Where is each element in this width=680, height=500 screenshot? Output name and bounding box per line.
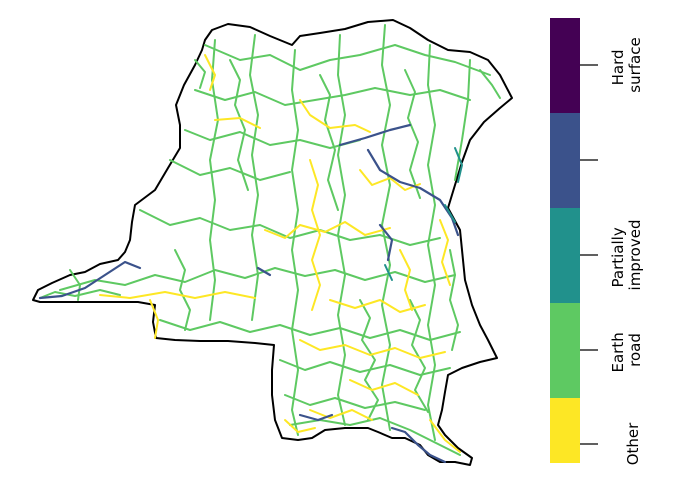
earth-road <box>359 299 379 421</box>
other-road <box>149 299 159 339</box>
earth-road <box>319 74 339 211</box>
earth-road <box>229 59 249 191</box>
partially-improved-road-layer <box>384 147 463 281</box>
country-border <box>32 19 513 466</box>
other-road <box>284 419 316 433</box>
other-road <box>99 291 256 299</box>
partially-improved-road <box>454 147 463 183</box>
other-road <box>359 169 421 191</box>
legend-band <box>550 113 580 208</box>
other-road <box>349 379 419 396</box>
hard-surface-road <box>378 223 394 262</box>
other-road <box>214 117 261 129</box>
earth-road <box>449 249 459 351</box>
legend-band <box>550 18 580 113</box>
other-road <box>429 419 461 453</box>
other-road <box>309 159 321 311</box>
earth-road <box>284 394 426 411</box>
earth-road <box>169 159 291 181</box>
earth-road <box>139 209 441 246</box>
legend-band <box>550 398 580 463</box>
other-road <box>264 221 391 239</box>
legend-label-partially-improved: Partially improved <box>609 220 644 291</box>
hard-surface-road <box>298 413 334 422</box>
legend-label-hard-surface: Hard surface <box>609 37 644 92</box>
earth-road <box>209 39 219 321</box>
other-road <box>329 299 426 313</box>
earth-road <box>59 267 456 291</box>
legend-label-earth-road: Earth road <box>609 327 644 372</box>
earth-road-layer <box>39 24 501 456</box>
hard-surface-road <box>390 426 447 464</box>
legend-band <box>550 303 580 398</box>
earth-road <box>279 359 451 376</box>
other-road <box>299 99 371 133</box>
legend-band <box>550 208 580 303</box>
earth-road <box>204 44 491 76</box>
earth-road <box>69 269 81 301</box>
legend-colorbar: Hard surface Partially improved Earth ro… <box>550 18 644 465</box>
earth-road <box>479 69 501 99</box>
earth-road <box>184 129 361 149</box>
hard-surface-road <box>338 123 412 147</box>
other-road <box>309 409 373 421</box>
earth-road <box>291 49 299 436</box>
other-road-layer <box>99 54 461 453</box>
hard-surface-road <box>38 260 142 300</box>
earth-road <box>381 24 391 431</box>
earth-road <box>404 69 421 199</box>
partially-improved-road <box>384 264 393 281</box>
partially-improved-road <box>444 204 456 223</box>
other-road <box>399 249 413 311</box>
other-road <box>204 54 216 91</box>
earth-road <box>174 249 191 331</box>
earth-road <box>39 289 121 299</box>
other-road <box>439 219 451 286</box>
earth-road <box>427 44 436 441</box>
earth-road <box>454 59 471 181</box>
earth-road <box>337 34 346 426</box>
other-road <box>299 339 446 359</box>
earth-road <box>194 59 206 89</box>
hard-surface-road <box>256 266 272 277</box>
legend-label-other: Other <box>624 422 642 465</box>
earth-road <box>159 319 461 341</box>
